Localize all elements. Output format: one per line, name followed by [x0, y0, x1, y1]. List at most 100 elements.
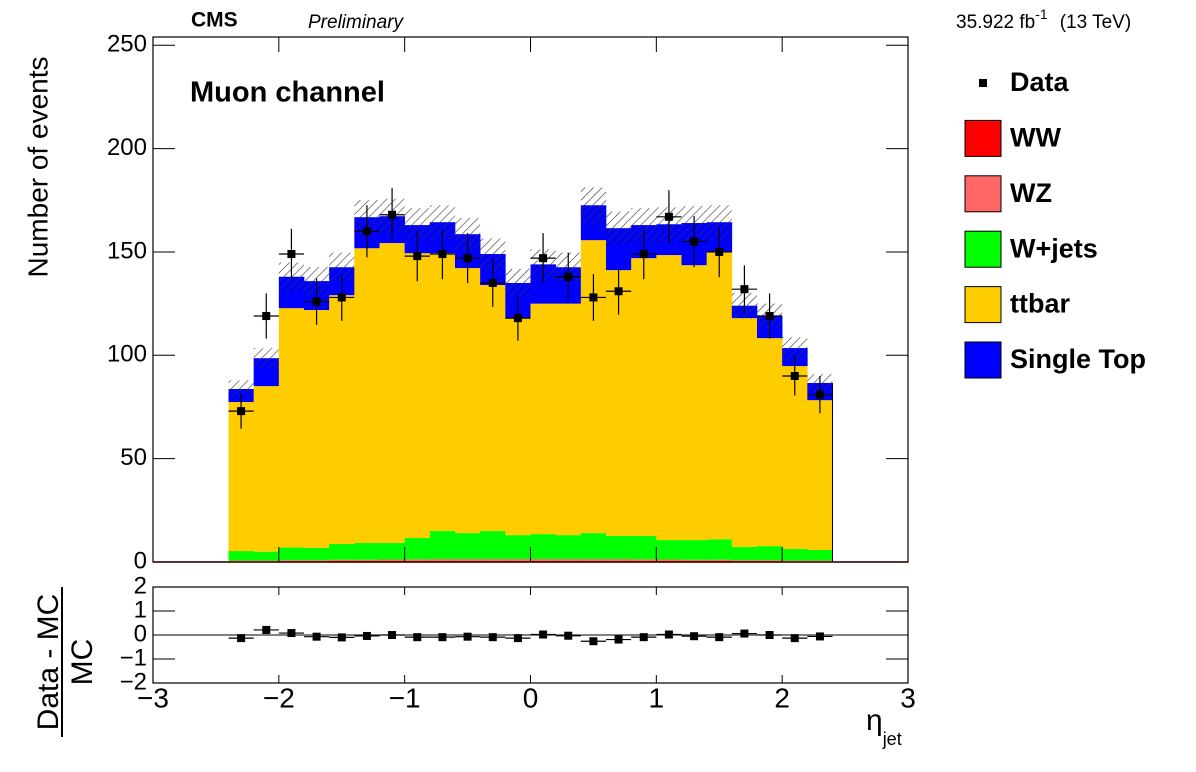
stack-segment: [379, 542, 405, 560]
stack-segment: [807, 400, 833, 551]
data-point: [715, 247, 724, 256]
data-point: [438, 633, 447, 642]
stack-segment: [757, 546, 783, 561]
data-point: [765, 631, 774, 639]
stack-segment: [278, 560, 305, 562]
stack-segment: [706, 539, 733, 560]
stack-segment: [807, 560, 833, 562]
data-point: [690, 632, 699, 641]
stack-segment: [329, 544, 355, 560]
stack-segment: [429, 530, 456, 560]
legend-swatch: [964, 175, 1002, 213]
x-title-sub: jet: [882, 729, 902, 749]
stack-segment: [455, 533, 481, 560]
stack-segment: [656, 255, 682, 541]
data-point: [463, 632, 472, 641]
stack-segment: [580, 559, 607, 561]
ratio-title-den: MC: [66, 639, 99, 686]
stack-segment: [731, 318, 758, 547]
stack-segment: [455, 560, 481, 562]
y-tick-label: 150: [107, 237, 147, 264]
stack-segment: [580, 560, 607, 562]
stack-segment: [782, 366, 808, 549]
legend-swatch: [964, 341, 1002, 379]
y-tick-label: 50: [120, 444, 147, 471]
stack-segment: [656, 540, 682, 560]
stack-segment: [379, 559, 405, 561]
x-title-main: η: [866, 704, 883, 737]
data-point: [564, 631, 573, 640]
legend-swatch: [964, 286, 1002, 324]
stack-segment: [706, 251, 733, 540]
data-point: [614, 635, 623, 644]
stack-segment: [480, 285, 506, 531]
stack-segment: [480, 530, 506, 560]
data-point: [539, 254, 548, 263]
stack-segment: [782, 548, 808, 561]
data-point: [513, 634, 522, 643]
ratio-y-tick-label: 1: [134, 596, 147, 623]
data-point: [690, 237, 699, 246]
data-point: [312, 297, 321, 306]
status: Preliminary: [308, 12, 405, 33]
stack-segment: [278, 547, 305, 561]
data-point: [488, 278, 497, 287]
ratio-y-tick-label: −1: [120, 644, 147, 671]
stack-segment: [429, 253, 456, 531]
stack-segment: [329, 559, 355, 561]
x-tick-label: 2: [774, 682, 790, 713]
stack-segment: [631, 559, 657, 561]
stack-segment: [253, 386, 280, 552]
ratio-title-num: Data - MC: [32, 594, 65, 731]
data-point: [237, 407, 246, 416]
legend-label: Data: [1010, 67, 1070, 97]
stack-segment: [379, 243, 405, 543]
stack-segment: [429, 560, 456, 562]
data-point: [639, 633, 648, 642]
x-tick-label: −3: [137, 682, 169, 713]
y-tick-label: 100: [107, 341, 147, 368]
stack-segment: [631, 535, 657, 560]
mc-uncertainty: [580, 187, 606, 224]
stack-segment: [404, 560, 431, 562]
stack-segment: [606, 559, 632, 561]
stack-segment: [631, 258, 657, 536]
y-axis-title: Number of events: [22, 57, 53, 278]
stack-segment: [480, 559, 506, 561]
data-point: [790, 371, 799, 380]
legend-swatch: [964, 119, 1002, 157]
stack-segment: [757, 338, 783, 547]
x-tick-label: 0: [523, 682, 539, 713]
data-point: [740, 285, 749, 294]
stack-segment: [505, 318, 531, 536]
stack-segment: [505, 560, 531, 562]
stack-segment: [555, 303, 582, 536]
stack-segment: [757, 560, 783, 562]
experiment: CMS: [191, 9, 238, 32]
stack-segment: [228, 551, 254, 561]
stack-segment: [505, 535, 531, 560]
stack-segment: [253, 551, 280, 561]
annotation: Muon channel: [190, 77, 385, 109]
data-point: [388, 210, 397, 219]
ratio-y-tick-label: 0: [134, 620, 147, 647]
stack-segment: [631, 560, 657, 562]
stack-segment: [354, 248, 380, 543]
stack-segment: [304, 560, 330, 562]
data-point: [664, 212, 673, 221]
data-point: [765, 312, 774, 321]
ratio-y-tick-label: −2: [120, 668, 147, 695]
data-point: [413, 252, 422, 261]
legend-label: ttbar: [1010, 289, 1070, 319]
stack-segment: [253, 560, 280, 562]
data-point: [664, 630, 673, 639]
legend-label: W+jets: [1010, 233, 1098, 263]
stack-segment: [404, 538, 431, 560]
data-point: [488, 633, 497, 642]
stack-segment: [656, 559, 682, 561]
stack-segment: [555, 535, 582, 560]
data-point: [312, 632, 321, 641]
mc-uncertainty: [782, 337, 808, 359]
data-point: [463, 254, 472, 263]
